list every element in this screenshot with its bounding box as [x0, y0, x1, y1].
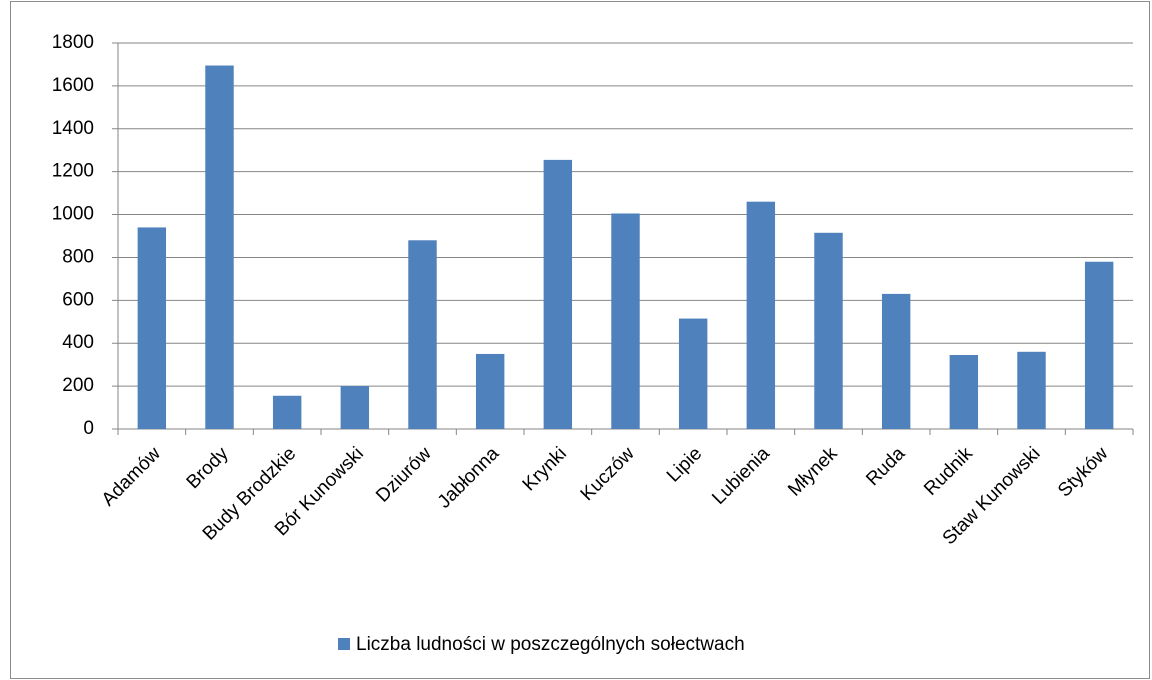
y-tick-label: 0 [83, 418, 94, 439]
y-tick-label: 1600 [52, 75, 94, 96]
y-tick-label: 800 [62, 246, 94, 267]
bar [475, 353, 505, 429]
legend-swatch [338, 638, 350, 650]
bar [1084, 261, 1114, 429]
legend-label: Liczba ludności w poszczególnych sołectw… [356, 634, 745, 655]
bar [814, 232, 843, 429]
bar [205, 65, 234, 430]
bar [611, 213, 640, 429]
bar [678, 318, 708, 429]
y-tick-label: 400 [62, 332, 94, 353]
y-tick-label: 1800 [52, 32, 94, 53]
y-tick-label: 1400 [52, 118, 94, 139]
y-tick-label: 200 [62, 375, 94, 396]
bar [137, 227, 167, 429]
chart-border [10, 1, 1150, 679]
y-tick-label: 1200 [52, 161, 94, 182]
bar [1017, 351, 1046, 429]
y-tick-label: 600 [62, 289, 94, 310]
bar [340, 386, 370, 429]
bar [746, 201, 776, 429]
y-tick-label: 1000 [52, 204, 94, 225]
bar [881, 293, 911, 429]
bar [408, 240, 437, 429]
bar [949, 355, 979, 429]
bar [543, 159, 573, 429]
bar [272, 395, 302, 429]
